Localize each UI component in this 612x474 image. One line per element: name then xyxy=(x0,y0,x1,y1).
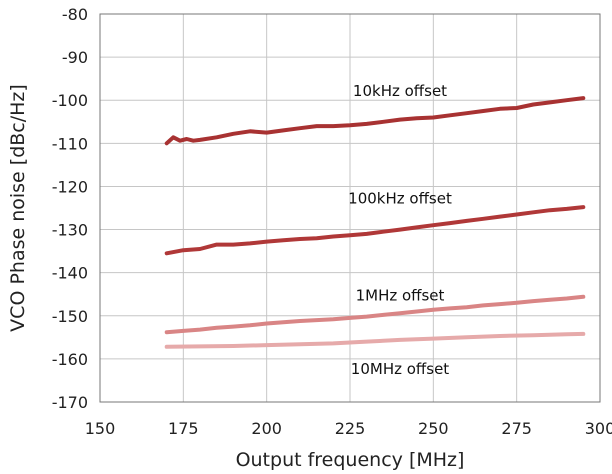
series-annotation: 1MHz offset xyxy=(356,287,445,305)
y-tick-label: -150 xyxy=(52,307,88,326)
y-tick-label: -160 xyxy=(52,350,88,369)
x-tick-label: 150 xyxy=(85,419,116,438)
y-tick-label: -130 xyxy=(52,221,88,240)
x-axis-label: Output frequency [MHz] xyxy=(236,449,465,471)
y-tick-label: -100 xyxy=(52,91,88,110)
x-tick-label: 275 xyxy=(501,419,532,438)
y-tick-label: -170 xyxy=(52,393,88,412)
x-tick-label: 250 xyxy=(418,419,449,438)
series-line-0 xyxy=(164,96,586,146)
x-tick-label: 300 xyxy=(585,419,612,438)
x-tick-label: 175 xyxy=(168,419,199,438)
x-axis-tick-labels: 150 175 200 225 250 275 300 xyxy=(85,419,612,438)
series-annotation: 10kHz offset xyxy=(353,82,447,100)
y-axis-tick-labels: -80 -90 -100 -110 -120 -130 -140 -150 -160 -170 xyxy=(52,5,88,412)
annotation-layer: 10kHz offset 100kHz offset 1MHz offset 10MH… xyxy=(348,82,452,378)
y-tick-label: -110 xyxy=(52,134,88,153)
y-tick-label: -120 xyxy=(52,177,88,196)
y-tick-label: -90 xyxy=(62,48,88,67)
series-line-3 xyxy=(164,331,586,349)
plot-frame xyxy=(99,13,601,403)
y-axis-label: VCO Phase noise [dBc/Hz] xyxy=(7,84,29,332)
series-line-1 xyxy=(164,205,586,256)
x-tick-label: 225 xyxy=(335,419,366,438)
series-layer xyxy=(164,96,586,349)
series-annotation: 100kHz offset xyxy=(348,190,452,208)
series-annotation: 10MHz offset xyxy=(351,360,450,378)
series-line-2 xyxy=(164,294,586,335)
y-tick-label: -80 xyxy=(62,5,88,24)
x-tick-label: 200 xyxy=(251,419,282,438)
y-tick-label: -140 xyxy=(52,264,88,283)
